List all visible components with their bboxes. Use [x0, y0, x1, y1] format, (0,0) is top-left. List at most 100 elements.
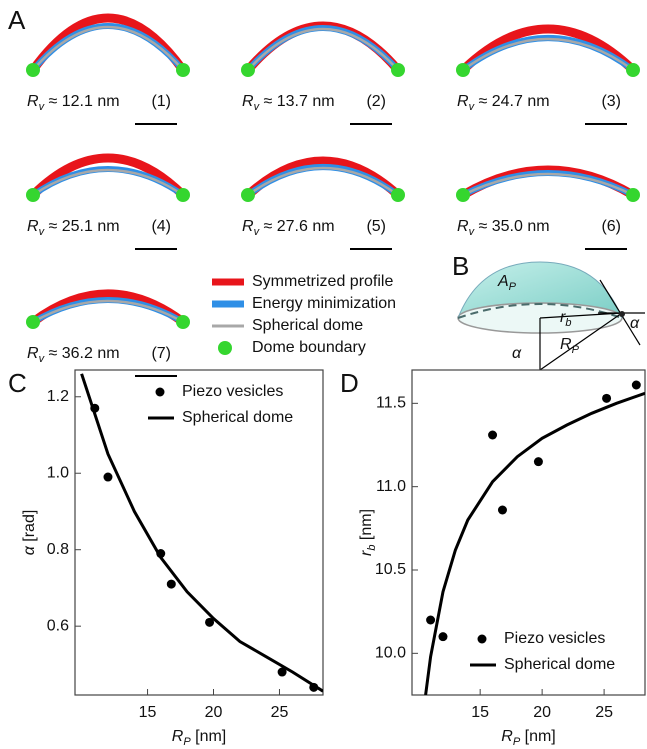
y-tick-label: 10.5: [375, 561, 406, 578]
radius-label: Rv ≈ 24.7 nm: [457, 93, 550, 113]
fit-curve: [426, 393, 645, 695]
dome-diagram: [458, 262, 645, 370]
panel-letter: B: [452, 251, 469, 281]
figure: A B Rv ≈ 12.1 nm (1) Rv ≈ 13.7 nm (2) Rv ≈ 2…: [0, 0, 647, 749]
spherical-dome: [33, 27, 183, 70]
radius-label: Rv ≈ 35.0 nm: [457, 218, 550, 238]
panel-letter: A: [8, 5, 26, 35]
label-text: ≈ 13.7 nm: [259, 93, 334, 110]
x-tick-label: 15: [471, 704, 489, 721]
radius-label: Rv ≈ 25.1 nm: [27, 218, 120, 238]
label-text: ≈ 35.0 nm: [474, 218, 549, 235]
diagram-label: α: [512, 345, 522, 362]
diagram-label: α: [630, 315, 640, 332]
data-point: [103, 473, 112, 482]
radius-label: Rv ≈ 27.6 nm: [242, 218, 335, 238]
data-point: [498, 506, 507, 515]
dome-boundary: [626, 188, 640, 202]
symbol: R: [242, 218, 254, 235]
data-point: [488, 431, 497, 440]
symbol: R: [457, 93, 469, 110]
dome-boundary: [176, 315, 190, 329]
legend-marker: [156, 388, 165, 397]
label-text: ≈ 36.2 nm: [44, 345, 119, 362]
diagram-label: RP: [560, 336, 580, 356]
legend-label: Spherical dome: [504, 656, 615, 673]
dome-index: (7): [151, 345, 171, 362]
radius-label: Rv ≈ 36.2 nm: [27, 345, 120, 365]
symbol: A: [497, 273, 509, 290]
panel-letter: D: [340, 368, 359, 398]
data-point: [167, 580, 176, 589]
label-text: ≈ 24.7 nm: [474, 93, 549, 110]
label-text: ≈ 27.6 nm: [259, 218, 334, 235]
panel-letter: C: [8, 368, 27, 398]
dome-index: (3): [601, 93, 621, 110]
dome-boundary: [26, 188, 40, 202]
label-text: ≈ 25.1 nm: [44, 218, 119, 235]
dome-boundary: [391, 63, 405, 77]
data-point: [438, 632, 447, 641]
y-tick-label: 10.0: [375, 645, 406, 662]
label-text: ≈ 12.1 nm: [44, 93, 119, 110]
y-tick-label: 0.8: [47, 541, 69, 558]
dome-boundary: [391, 188, 405, 202]
subscript: b: [565, 317, 571, 329]
legend-label: Dome boundary: [252, 339, 366, 356]
subscript: P: [509, 281, 517, 293]
radius-label: Rv ≈ 13.7 nm: [242, 93, 335, 113]
y-tick-label: 1.2: [47, 388, 69, 405]
legend-label: Spherical dome: [182, 409, 293, 426]
spherical-dome: [248, 29, 398, 70]
spherical-dome: [463, 174, 633, 195]
y-axis-label: rb [nm]: [358, 509, 378, 556]
legend-label: Symmetrized profile: [252, 273, 393, 290]
label-text: [nm]: [520, 728, 556, 745]
y-tick-label: 0.6: [47, 617, 69, 634]
legend-marker: [218, 341, 232, 355]
label-text: [nm]: [358, 509, 375, 545]
symbol: R: [172, 728, 184, 745]
y-axis-label: α [rad]: [21, 510, 38, 556]
symbol: α: [630, 315, 640, 332]
dome-boundary: [241, 188, 255, 202]
data-point: [426, 616, 435, 625]
dome-boundary: [26, 63, 40, 77]
data-point: [632, 381, 641, 390]
dome-boundary: [241, 63, 255, 77]
dome-index: (2): [366, 93, 386, 110]
legend-label: Piezo vesicles: [504, 630, 605, 647]
spherical-dome: [248, 168, 398, 195]
symbol: R: [457, 218, 469, 235]
y-tick-label: 11.5: [376, 395, 406, 412]
x-tick-label: 15: [139, 704, 157, 721]
symbol: R: [501, 728, 513, 745]
legend-marker: [478, 635, 487, 644]
x-tick-label: 20: [533, 704, 551, 721]
legend-label: Piezo vesicles: [182, 383, 283, 400]
symbol: R: [27, 218, 39, 235]
subscript: P: [572, 344, 580, 356]
dome-boundary: [26, 315, 40, 329]
y-tick-label: 1.0: [47, 464, 69, 481]
x-tick-label: 20: [205, 704, 223, 721]
radius-label: Rv ≈ 12.1 nm: [27, 93, 120, 113]
data-point: [602, 394, 611, 403]
dome-boundary: [456, 63, 470, 77]
symbol: α: [512, 345, 522, 362]
x-tick-label: 25: [595, 704, 613, 721]
x-axis-label: RP [nm]: [172, 728, 226, 748]
dome-index: (5): [366, 218, 386, 235]
label-text: [rad]: [21, 510, 38, 546]
dome-index: (4): [151, 218, 171, 235]
label-text: [nm]: [191, 728, 227, 745]
dome-index: (6): [601, 218, 621, 235]
legend-label: Energy minimization: [252, 295, 396, 312]
dome-boundary: [456, 188, 470, 202]
x-tick-label: 25: [271, 704, 289, 721]
dome-index: (1): [151, 93, 171, 110]
symmetrized-profile: [33, 158, 183, 195]
x-axis-label: RP [nm]: [501, 728, 555, 748]
symbol: R: [27, 93, 39, 110]
symbol: R: [560, 336, 572, 353]
